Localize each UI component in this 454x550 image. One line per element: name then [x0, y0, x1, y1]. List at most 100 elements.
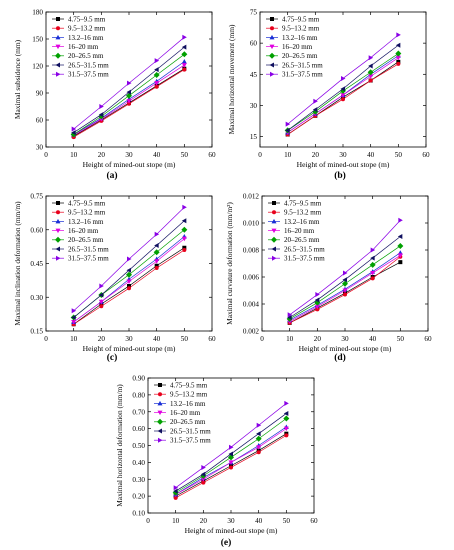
- x-tick-label: 20: [312, 151, 320, 159]
- y-axis-label: Maximal curvature deformation (mm/m²): [225, 202, 234, 325]
- data-point: [342, 288, 348, 293]
- data-point: [256, 445, 262, 450]
- x-tick-label: 50: [395, 151, 403, 159]
- data-point: [181, 63, 187, 68]
- y-tick-label: 120: [32, 63, 43, 71]
- x-axis-label: Height of mined-out stope (m): [83, 344, 176, 353]
- legend-marker: [270, 71, 275, 77]
- x-tick-label: 20: [98, 335, 106, 343]
- legend-label: 16–20 mm: [282, 43, 313, 51]
- legend-label: 9.5–13.2 mm: [170, 391, 208, 399]
- data-point: [397, 253, 403, 258]
- x-tick-label: 0: [258, 151, 262, 159]
- y-tick-label: 0.10: [132, 510, 145, 518]
- data-point: [256, 450, 261, 455]
- data-point: [256, 431, 261, 437]
- data-point: [126, 99, 132, 104]
- x-tick-label: 0: [44, 151, 48, 159]
- data-point: [368, 63, 373, 69]
- legend-marker: [56, 255, 61, 261]
- legend-marker: [269, 52, 275, 59]
- data-point: [367, 69, 374, 76]
- data-point: [370, 247, 376, 253]
- data-point: [396, 32, 401, 38]
- panel-label: (b): [334, 170, 346, 181]
- data-point: [182, 248, 187, 252]
- y-tick-label: 0.70: [132, 408, 145, 416]
- data-point: [342, 277, 347, 283]
- data-point: [98, 299, 104, 305]
- x-tick-label: 60: [208, 151, 216, 159]
- legend-marker: [269, 44, 275, 50]
- data-point: [313, 98, 318, 104]
- y-axis-label: Maximal subsidence (mm): [13, 39, 22, 119]
- data-point: [154, 58, 160, 64]
- panel-label: (e): [221, 537, 232, 548]
- legend-label: 9.5–13.2 mm: [68, 209, 106, 217]
- legend-label: 26.5–31.5 mm: [282, 61, 323, 69]
- data-point: [397, 234, 403, 239]
- legend-label: 26.5–31.5 mm: [68, 245, 109, 253]
- x-tick-label: 0: [44, 335, 48, 343]
- y-tick-label: 0.20: [132, 493, 145, 501]
- data-point: [395, 50, 402, 57]
- x-tick-label: 0: [146, 517, 150, 525]
- data-point: [228, 451, 233, 457]
- x-tick-label: 40: [255, 517, 263, 525]
- data-point: [154, 231, 160, 237]
- data-point: [287, 312, 293, 318]
- data-point: [341, 75, 346, 81]
- legend-label: 9.5–13.2 mm: [284, 209, 322, 217]
- y-tick-label: 0.012: [243, 193, 260, 201]
- chart-panel-e: 0 10 20 30 40 50 60 0.10 0.20 0.30 0.40 0.50 0.60 0.7…: [115, 375, 318, 549]
- data-point: [71, 308, 77, 314]
- data-point: [127, 256, 132, 262]
- data-point: [126, 267, 131, 273]
- data-point: [71, 130, 76, 136]
- legend-label: 16–20 mm: [68, 227, 99, 235]
- data-point: [154, 259, 160, 264]
- legend-label: 4.75–9.5 mm: [170, 381, 208, 389]
- legend-label: 20–26.5 mm: [68, 236, 104, 244]
- panel-label: (a): [106, 170, 117, 181]
- data-point: [154, 81, 160, 86]
- data-point: [285, 121, 291, 127]
- legend-marker: [157, 410, 163, 416]
- y-tick-label: 0.008: [243, 247, 260, 255]
- y-tick-label: 0.30: [30, 294, 43, 302]
- legend-label: 4.75–9.5 mm: [282, 15, 320, 23]
- data-point: [181, 218, 187, 224]
- data-point: [314, 297, 320, 303]
- data-point: [369, 261, 376, 268]
- legend-marker: [271, 236, 277, 243]
- chart-panel-b: 0 10 20 30 40 50 60 15 30 45 60 75 Height of mined-o…: [227, 9, 430, 182]
- data-point: [154, 67, 159, 73]
- x-axis-label: Height of mined-out stope (m): [297, 160, 390, 169]
- chart-panel-d: 0 10 20 30 40 50 60 0.002 0.004 0.006 0.008 0.010 0.…: [225, 193, 432, 364]
- data-point: [312, 107, 318, 113]
- data-point: [201, 480, 206, 485]
- legend-marker: [158, 392, 162, 397]
- y-tick-label: 0.60: [132, 425, 145, 433]
- data-point: [342, 280, 348, 287]
- data-point: [71, 320, 77, 325]
- data-point: [398, 217, 403, 223]
- data-point: [256, 422, 262, 428]
- x-tick-label: 30: [125, 335, 133, 343]
- legend-marker: [56, 26, 60, 31]
- x-tick-label: 20: [314, 335, 322, 343]
- legend-marker: [272, 210, 276, 215]
- legend-label: 20–26.5 mm: [170, 418, 206, 426]
- data-point: [181, 226, 188, 233]
- x-tick-label: 50: [181, 151, 189, 159]
- x-tick-label: 20: [200, 517, 208, 525]
- data-point: [370, 276, 375, 281]
- legend-marker: [271, 228, 277, 234]
- data-point: [182, 34, 187, 40]
- x-tick-label: 50: [181, 335, 189, 343]
- data-point: [99, 304, 104, 309]
- y-axis-label: Maximal inclination deformation (mm/m): [13, 201, 22, 326]
- y-axis-label: Maximal horizontal movement (mm): [227, 24, 236, 134]
- legend-label: 31.5–37.5 mm: [282, 71, 323, 79]
